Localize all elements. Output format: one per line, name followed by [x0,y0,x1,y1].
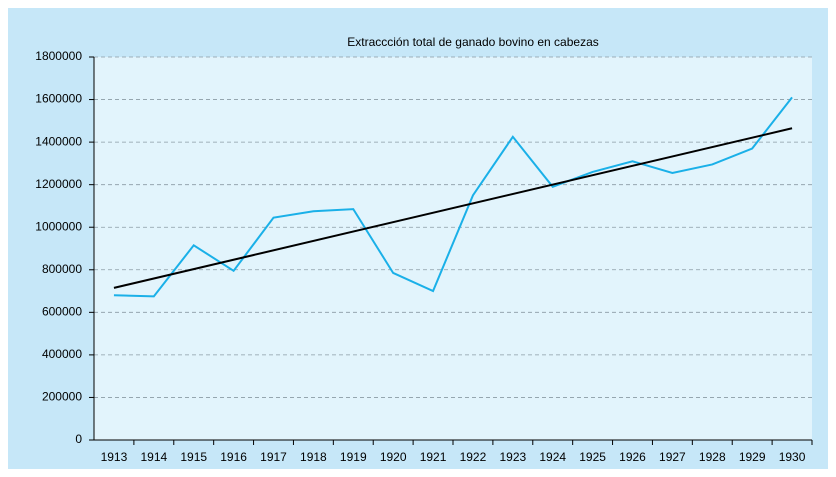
x-tick-label: 1915 [180,450,207,464]
y-tick-label: 400000 [42,347,82,361]
x-tick-label: 1930 [779,450,806,464]
x-tick-label: 1925 [579,450,606,464]
y-tick-label: 1400000 [35,134,82,148]
x-tick-label: 1916 [220,450,247,464]
x-tick-label: 1917 [260,450,287,464]
x-tick-label: 1928 [699,450,726,464]
x-tick-label: 1920 [380,450,407,464]
y-tick-label: 1800000 [35,49,82,63]
y-tick-label: 600000 [42,305,82,319]
x-tick-label: 1929 [739,450,766,464]
trend-line [113,127,793,289]
x-tick-label: 1924 [539,450,566,464]
y-tick-label: 800000 [42,262,82,276]
x-tick-label: 1918 [300,450,327,464]
y-tick-label: 200000 [42,390,82,404]
x-tick-label: 1914 [140,450,167,464]
y-tick-label: 1600000 [35,92,82,106]
y-tick-label: 1000000 [35,219,82,233]
y-tick-label: 0 [75,432,82,446]
x-tick-label: 1913 [101,450,128,464]
x-tick-label: 1923 [499,450,526,464]
plot-area [94,57,812,440]
x-tick-label: 1922 [460,450,487,464]
x-tick-label: 1919 [340,450,367,464]
x-tick-label: 1927 [659,450,686,464]
x-tick-label: 1921 [420,450,447,464]
series-line [113,96,793,298]
y-tick-label: 1200000 [35,177,82,191]
x-tick-label: 1926 [619,450,646,464]
chart-title: Extraccción total de ganado bovino en ca… [347,35,599,49]
